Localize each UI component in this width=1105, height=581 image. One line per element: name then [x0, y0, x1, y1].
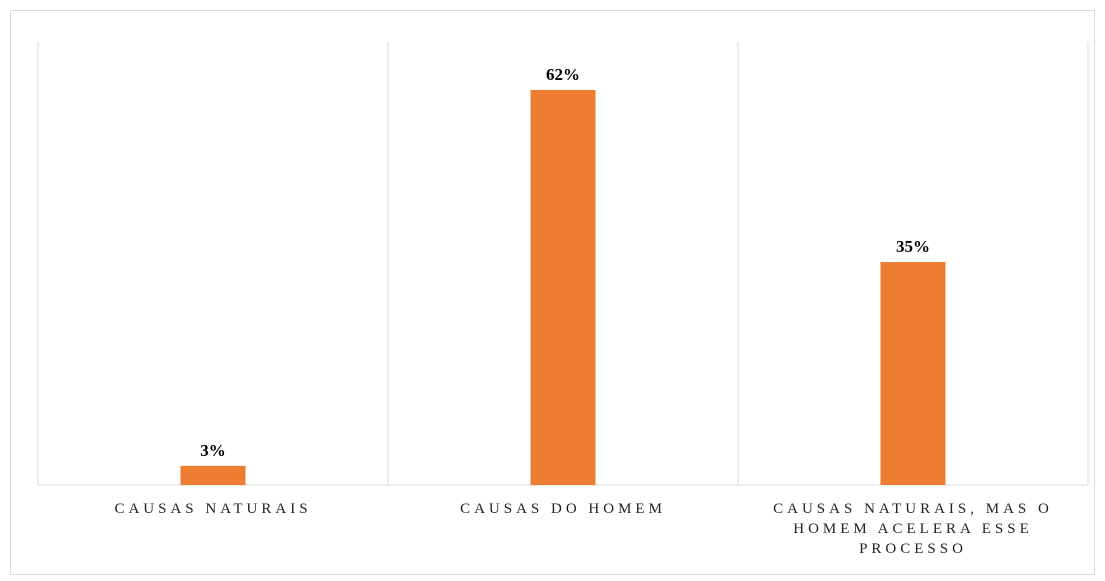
bar — [880, 262, 946, 485]
x-tick-label: CAUSAS NATURAIS, MAS O HOMEM ACELERA ESS… — [773, 501, 1053, 557]
bar — [180, 465, 246, 485]
x-tick-label: CAUSAS NATURAIS — [114, 501, 312, 517]
chart-border — [10, 10, 1095, 575]
bar — [530, 90, 596, 485]
value-label: 3% — [200, 441, 226, 460]
value-label: 62% — [546, 65, 580, 84]
x-tick-label: CAUSAS DO HOMEM — [460, 501, 666, 517]
value-label: 35% — [896, 237, 930, 256]
